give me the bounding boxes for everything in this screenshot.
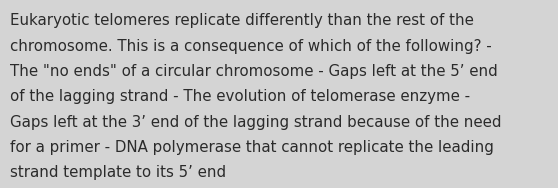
Text: for a primer - DNA polymerase that cannot replicate the leading: for a primer - DNA polymerase that canno… xyxy=(10,140,494,155)
Text: strand template to its 5’ end: strand template to its 5’ end xyxy=(10,165,226,180)
Text: Gaps left at the 3’ end of the lagging strand because of the need: Gaps left at the 3’ end of the lagging s… xyxy=(10,115,502,130)
Text: of the lagging strand - The evolution of telomerase enzyme -: of the lagging strand - The evolution of… xyxy=(10,89,470,104)
Text: The "no ends" of a circular chromosome - Gaps left at the 5’ end: The "no ends" of a circular chromosome -… xyxy=(10,64,498,79)
Text: Eukaryotic telomeres replicate differently than the rest of the: Eukaryotic telomeres replicate different… xyxy=(10,13,474,28)
Text: chromosome. This is a consequence of which of the following? -: chromosome. This is a consequence of whi… xyxy=(10,39,492,54)
